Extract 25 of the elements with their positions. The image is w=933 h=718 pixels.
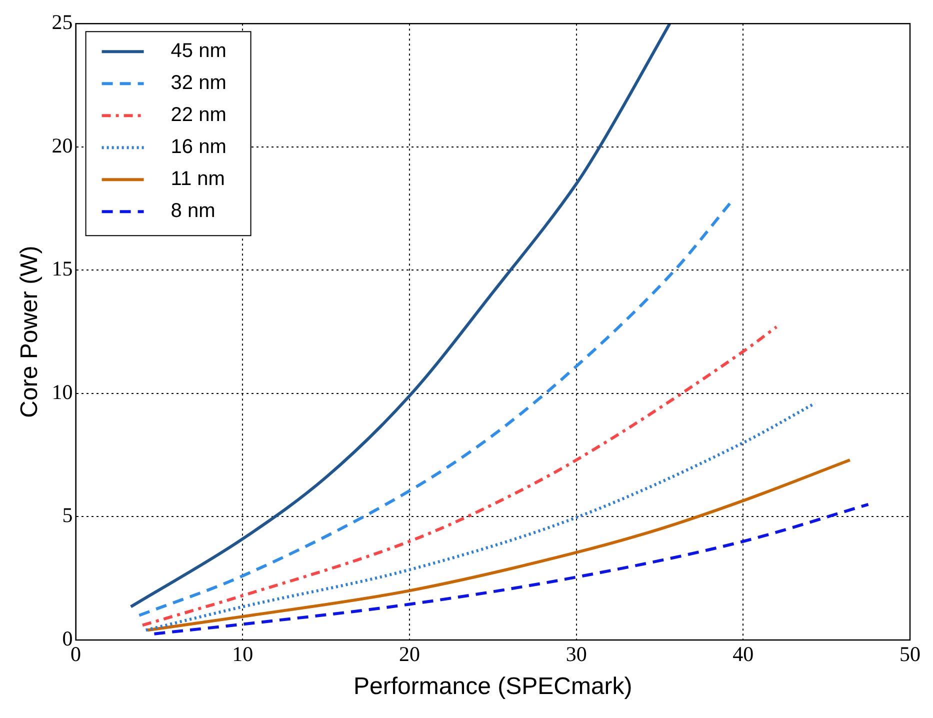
line-series	[129, 24, 672, 608]
legend-label: 32 nm	[170, 72, 226, 94]
legend-label: 8 nm	[170, 200, 216, 222]
y-tick-label: 25	[52, 10, 73, 34]
line-series	[138, 202, 732, 617]
legend-label: 22 nm	[170, 104, 226, 126]
y-tick-label: 15	[52, 256, 73, 281]
line-series	[146, 458, 852, 632]
legend-label: 45 nm	[170, 40, 226, 62]
y-tick-label: 5	[62, 503, 73, 528]
x-tick-label: 20	[398, 642, 420, 666]
line-series	[144, 402, 816, 632]
x-tick-label: 50	[900, 642, 920, 666]
y-tick-label: 0	[62, 626, 73, 651]
legend-label: 16 nm	[170, 136, 226, 158]
y-tick-label: 20	[52, 133, 73, 158]
y-axis-title: Core Power (W)	[16, 246, 44, 418]
x-tick-label: 10	[232, 642, 254, 666]
line-series	[152, 502, 870, 636]
x-tick-label: 40	[732, 642, 754, 666]
x-axis-title: Performance (SPECmark)	[354, 673, 632, 700]
legend-label: 11 nm	[170, 168, 225, 190]
x-tick-label: 30	[566, 642, 587, 666]
line-series	[141, 325, 778, 627]
y-tick-label: 10	[52, 380, 73, 404]
